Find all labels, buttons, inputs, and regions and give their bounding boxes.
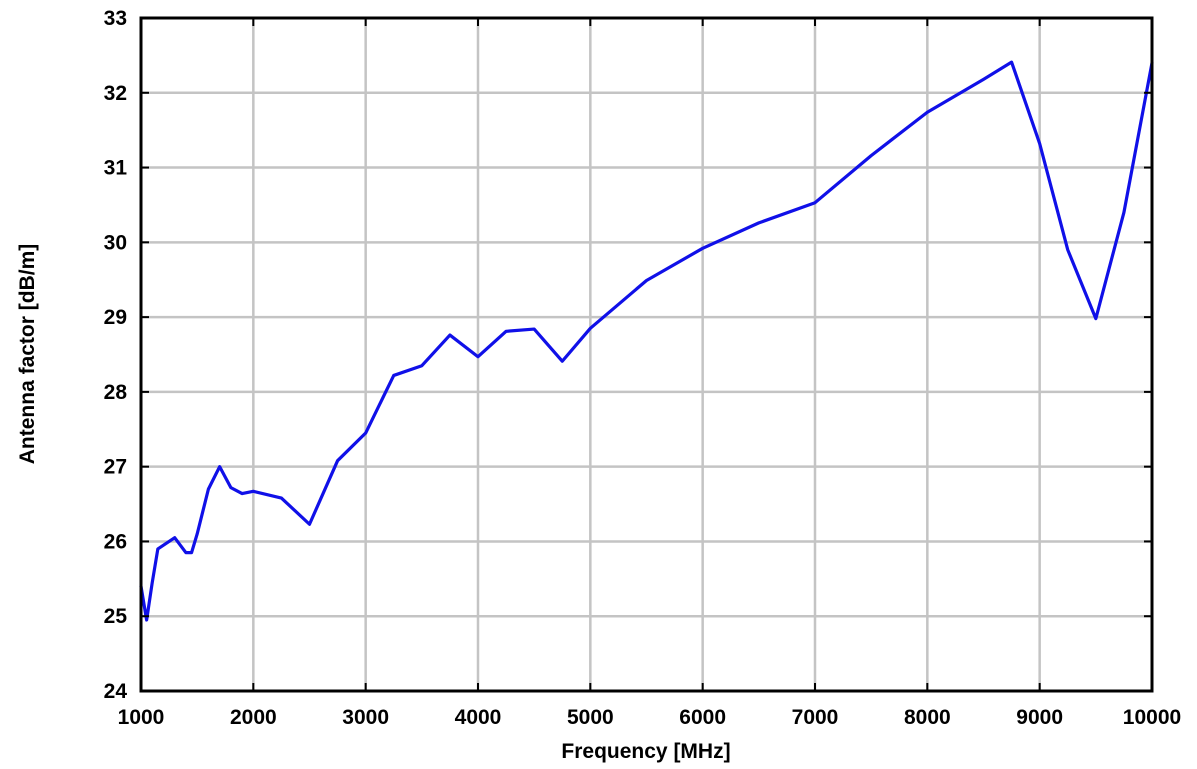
x-tick-label: 9000 (1016, 706, 1063, 729)
x-axis-title: Frequency [MHz] (561, 740, 730, 763)
series-layer (139, 60, 1154, 622)
y-tick-label: 29 (104, 306, 127, 329)
x-tick-label: 10000 (1123, 706, 1181, 729)
y-tick-label: 31 (104, 157, 128, 180)
y-tick-label: 33 (104, 7, 127, 30)
x-tick-label: 7000 (792, 706, 839, 729)
x-tick-label: 5000 (567, 706, 614, 729)
x-tick-label: 3000 (342, 706, 389, 729)
series-line (139, 60, 1154, 622)
y-tick-labels: 24 25 26 27 28 29 30 31 32 33 (104, 7, 128, 703)
y-tick-label: 32 (104, 82, 127, 105)
x-tick-label: 1000 (118, 706, 165, 729)
y-tick-label: 26 (104, 530, 127, 553)
y-axis-title: Antenna factor [dB/m] (16, 244, 39, 465)
y-tick-label: 27 (104, 456, 127, 479)
y-tick-label: 30 (104, 231, 127, 254)
x-tick-label: 8000 (904, 706, 951, 729)
grid-lines (141, 18, 1152, 691)
y-tick-label: 28 (104, 381, 128, 404)
x-tick-labels: 1000 2000 3000 4000 5000 6000 7000 8000 9000 1000… (118, 706, 1182, 729)
tick-marks (140, 17, 1153, 692)
y-tick-label: 25 (104, 605, 128, 628)
plot-frame (139, 16, 1154, 693)
y-tick-label: 24 (104, 680, 128, 703)
x-tick-label: 6000 (679, 706, 726, 729)
x-tick-label: 2000 (230, 706, 277, 729)
x-tick-label: 4000 (455, 706, 502, 729)
